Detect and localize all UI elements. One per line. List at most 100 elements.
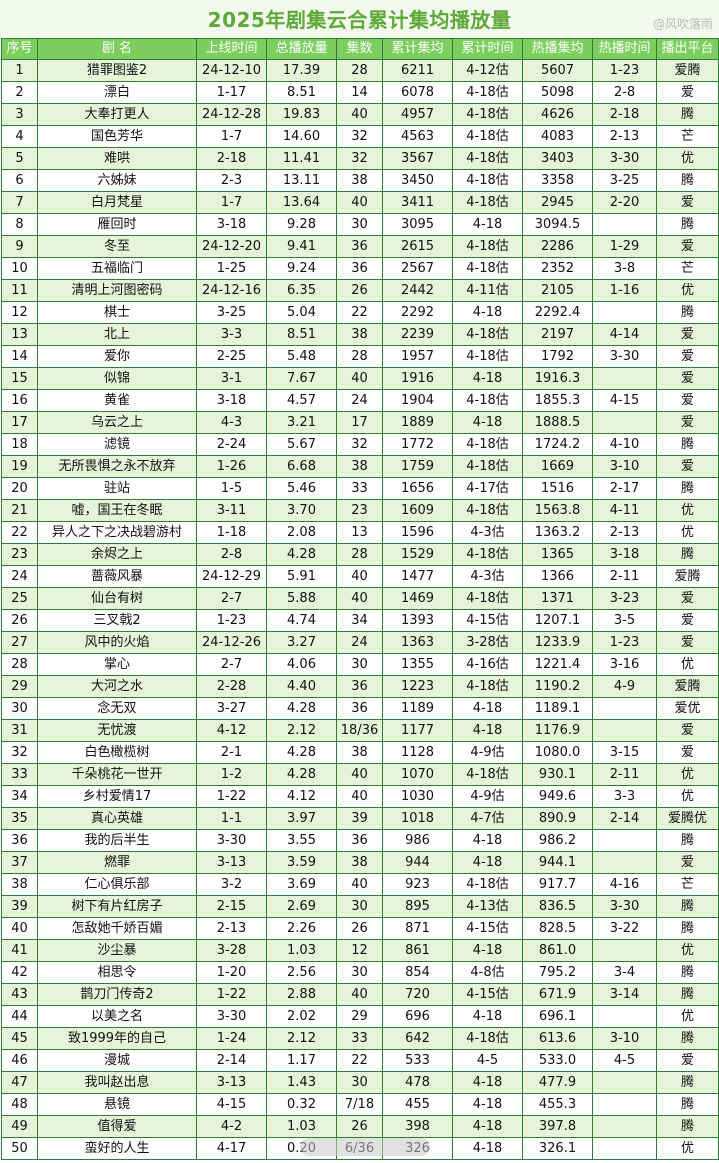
release-date-cell: 2-25 — [196, 345, 267, 368]
release-date-cell: 1-2 — [196, 763, 267, 786]
table-row: 26 三叉戟2 1-23 4.74 34 1393 4-15估 1207.1 3-5 爱 — [1, 609, 719, 632]
episodes-cell: 38 — [336, 169, 383, 192]
table-row: 32 白色橄榄树 2-1 4.28 38 1128 4-9估 1080.0 3-15 爱 — [1, 741, 719, 764]
total-views-cell: 2.69 — [266, 895, 337, 918]
cumulative-date-cell: 4-9估 — [452, 785, 523, 808]
cumulative-date-cell: 4-18估 — [452, 389, 523, 412]
cumulative-avg-cell: 871 — [382, 917, 453, 940]
cumulative-avg-cell: 696 — [382, 1005, 453, 1028]
episodes-cell: 32 — [336, 433, 383, 456]
peak-avg-cell: 1563.8 — [522, 499, 593, 522]
peak-date-cell: 3-10 — [592, 455, 657, 478]
episodes-cell: 30 — [336, 895, 383, 918]
total-views-cell: 5.67 — [266, 433, 337, 456]
rank-cell: 12 — [1, 301, 38, 324]
total-views-cell: 9.24 — [266, 257, 337, 280]
episodes-cell: 36 — [336, 675, 383, 698]
table-row: 29 大河之水 2-28 4.40 36 1223 4-18估 1190.2 4-9 爱腾 — [1, 675, 719, 698]
rank-cell: 1 — [1, 59, 38, 82]
peak-date-cell: 2-13 — [592, 521, 657, 544]
platform-cell: 腾 — [656, 103, 719, 126]
peak-date-cell: 3-30 — [592, 345, 657, 368]
table-row: 11 清明上河图密码 24-12-16 6.35 26 2442 4-11估 2105 1-16… — [1, 279, 719, 302]
rank-cell: 42 — [1, 961, 38, 984]
rank-cell: 27 — [1, 631, 38, 654]
peak-avg-cell: 930.1 — [522, 763, 593, 786]
table-row: 22 异人之下之决战碧游村 1-18 2.08 13 1596 4-3估 1363.2 2-13… — [1, 521, 719, 544]
cumulative-date-cell: 4-11估 — [452, 279, 523, 302]
peak-avg-cell: 2292.4 — [522, 301, 593, 324]
episodes-cell: 36 — [336, 257, 383, 280]
peak-date-cell: 2-18 — [592, 103, 657, 126]
rank-cell: 48 — [1, 1093, 38, 1116]
total-views-cell: 1.03 — [266, 1115, 337, 1138]
episodes-cell: 36 — [336, 235, 383, 258]
peak-date-cell: 1-16 — [592, 279, 657, 302]
table-row: 43 鹊刀门传奇2 1-22 2.88 40 720 4-15估 671.9 3-14 腾 — [1, 983, 719, 1006]
total-views-cell: 8.51 — [266, 81, 337, 104]
rank-cell: 8 — [1, 213, 38, 236]
title-cell: 六姊妹 — [37, 169, 197, 192]
table-row: 48 悬镜 4-15 0.32 7/18 455 4-18 455.3 腾 — [1, 1093, 719, 1116]
rank-cell: 34 — [1, 785, 38, 808]
cumulative-date-cell: 4-18估 — [452, 125, 523, 148]
total-views-cell: 9.41 — [266, 235, 337, 258]
episodes-cell: 7/18 — [336, 1093, 383, 1116]
peak-date-cell: 3-15 — [592, 741, 657, 764]
peak-date-cell: 3-25 — [592, 169, 657, 192]
title-cell: 无所畏惧之永不放弃 — [37, 455, 197, 478]
title-cell: 值得爱 — [37, 1115, 197, 1138]
peak-avg-cell: 2352 — [522, 257, 593, 280]
peak-avg-cell: 4083 — [522, 125, 593, 148]
platform-cell: 爱 — [656, 719, 719, 742]
peak-date-cell: 3-4 — [592, 961, 657, 984]
rank-cell: 39 — [1, 895, 38, 918]
rank-cell: 29 — [1, 675, 38, 698]
header-release-date: 上线时间 — [196, 38, 267, 60]
episodes-cell: 30 — [336, 961, 383, 984]
rank-cell: 46 — [1, 1049, 38, 1072]
episodes-cell: 36 — [336, 697, 383, 720]
title-cell: 漂白 — [37, 81, 197, 104]
title-cell: 念无双 — [37, 697, 197, 720]
episodes-cell: 26 — [336, 917, 383, 940]
table-row: 49 值得爱 4-2 1.03 26 398 4-18 397.8 腾 — [1, 1115, 719, 1138]
total-views-cell: 2.56 — [266, 961, 337, 984]
rank-cell: 24 — [1, 565, 38, 588]
title-cell: 燃罪 — [37, 851, 197, 874]
title-cell: 黄雀 — [37, 389, 197, 412]
cumulative-avg-cell: 478 — [382, 1071, 453, 1094]
title-cell: 清明上河图密码 — [37, 279, 197, 302]
cumulative-date-cell: 4-18 — [452, 851, 523, 874]
peak-avg-cell: 1366 — [522, 565, 593, 588]
peak-avg-cell: 2945 — [522, 191, 593, 214]
episodes-cell: 40 — [336, 873, 383, 896]
cumulative-date-cell: 4-15估 — [452, 983, 523, 1006]
table-row: 5 难哄 2-18 11.41 32 3567 4-18估 3403 3-30 优 — [1, 147, 719, 170]
header-cumulative-avg: 累计集均 — [382, 38, 453, 60]
rank-cell: 20 — [1, 477, 38, 500]
cumulative-avg-cell: 6078 — [382, 81, 453, 104]
platform-cell: 爱优 — [656, 697, 719, 720]
peak-avg-cell: 5098 — [522, 81, 593, 104]
peak-avg-cell: 1189.1 — [522, 697, 593, 720]
episodes-cell: 40 — [336, 191, 383, 214]
peak-avg-cell: 2286 — [522, 235, 593, 258]
total-views-cell: 2.12 — [266, 719, 337, 742]
peak-date-cell: 3-5 — [592, 609, 657, 632]
rank-cell: 43 — [1, 983, 38, 1006]
episodes-cell: 40 — [336, 763, 383, 786]
title-bar — [0, 0, 719, 38]
title-cell: 相思令 — [37, 961, 197, 984]
release-date-cell: 1-20 — [196, 961, 267, 984]
peak-date-cell — [592, 213, 657, 236]
total-views-cell: 4.28 — [266, 697, 337, 720]
cumulative-date-cell: 4-15估 — [452, 609, 523, 632]
platform-cell: 腾 — [656, 917, 719, 940]
table-row: 21 嘘，国王在冬眠 3-11 3.70 23 1609 4-18估 1563.8 4-11 优 — [1, 499, 719, 522]
platform-cell: 爱 — [656, 741, 719, 764]
header-cumulative-date: 累计时间 — [452, 38, 523, 60]
rank-cell: 21 — [1, 499, 38, 522]
peak-date-cell: 2-11 — [592, 565, 657, 588]
cumulative-avg-cell: 1393 — [382, 609, 453, 632]
